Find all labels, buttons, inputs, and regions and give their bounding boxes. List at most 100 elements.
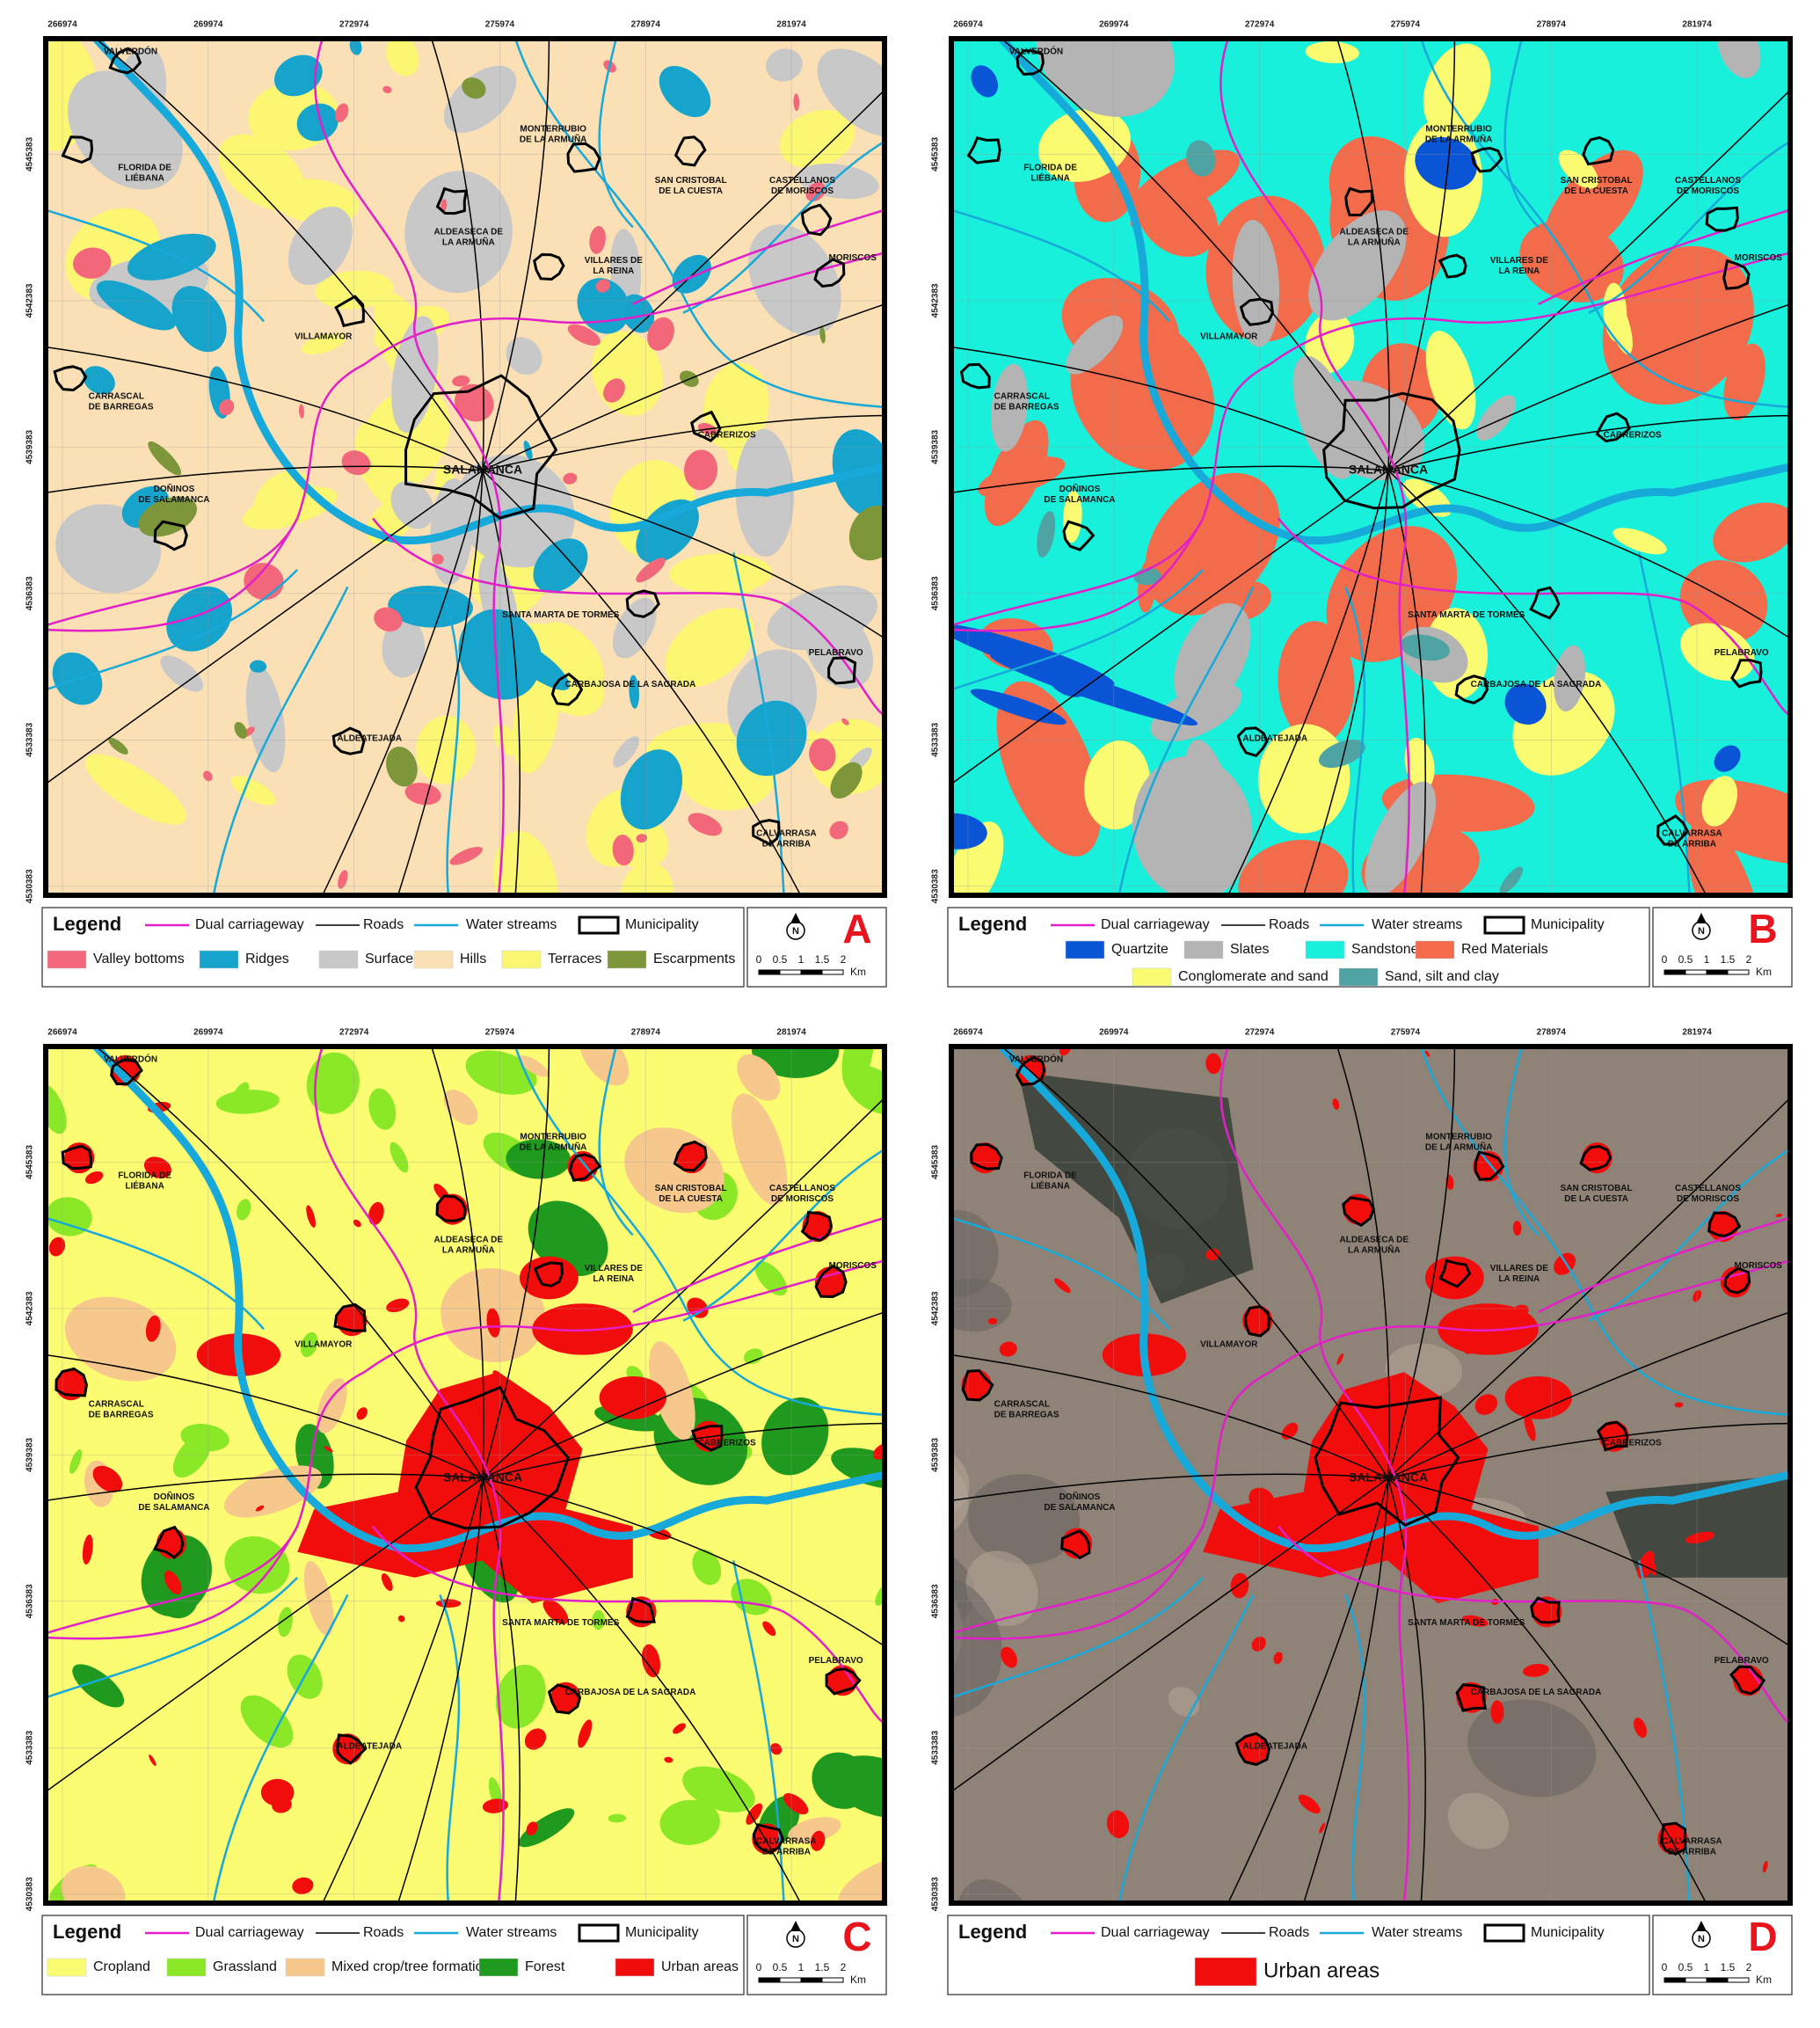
legend-swatch bbox=[285, 1958, 325, 1977]
x-coordinate-label: 269974 bbox=[193, 1028, 223, 1038]
satellite-texture bbox=[1467, 1699, 1597, 1798]
north-label: N bbox=[792, 926, 799, 937]
x-coordinate-label: 266974 bbox=[47, 1028, 77, 1038]
land-class-area bbox=[1490, 1700, 1504, 1725]
road bbox=[1388, 1424, 1790, 1478]
dark-crop-area bbox=[1605, 1475, 1790, 1578]
place-label: ALDEASECA DE bbox=[434, 228, 504, 237]
land-class-area bbox=[1424, 1050, 1431, 1057]
water-stream bbox=[1421, 1047, 1790, 1415]
road bbox=[1388, 471, 1790, 638]
land-class-area bbox=[73, 247, 112, 279]
legend-box bbox=[41, 907, 745, 988]
land-class-area bbox=[737, 1054, 781, 1101]
land-class-area bbox=[809, 719, 885, 794]
municipality-boundary bbox=[1064, 522, 1093, 550]
satellite-texture bbox=[951, 1209, 999, 1297]
land-class-area bbox=[317, 1378, 347, 1433]
legend-box bbox=[947, 1915, 1650, 1995]
land-class-area bbox=[523, 440, 533, 461]
legend-label: Roads bbox=[363, 917, 404, 932]
legend-label: Water streams bbox=[1372, 1925, 1462, 1940]
x-coordinate-label: 275974 bbox=[485, 1028, 515, 1038]
land-class-area bbox=[506, 1139, 571, 1179]
land-class-area bbox=[665, 608, 754, 688]
road bbox=[323, 1478, 483, 1903]
municipality-boundary bbox=[535, 254, 564, 279]
road bbox=[46, 466, 483, 492]
municipality-boundary bbox=[1346, 188, 1372, 215]
municipality-boundary bbox=[550, 1685, 580, 1713]
x-coordinate-label: 272974 bbox=[339, 1028, 369, 1038]
legend-label: Sand, silt and clay bbox=[1385, 969, 1499, 984]
municipality-boundary bbox=[335, 1304, 365, 1331]
municipality-boundary bbox=[1236, 1733, 1269, 1764]
road bbox=[432, 1047, 484, 1478]
legend-label: Slates bbox=[1230, 942, 1269, 957]
land-class-area bbox=[465, 1050, 537, 1095]
land-class-area bbox=[1701, 776, 1738, 827]
land-class-area bbox=[683, 449, 718, 491]
dual-carriageway bbox=[315, 39, 503, 895]
land-class-area bbox=[805, 182, 826, 202]
legend-label: Conglomerate and sand bbox=[1178, 969, 1329, 984]
water-stream bbox=[46, 1578, 297, 1697]
land-class-area bbox=[1476, 395, 1517, 441]
land-class-area bbox=[1084, 740, 1151, 830]
road bbox=[1388, 1098, 1790, 1477]
land-class-area bbox=[462, 77, 486, 99]
map-frame bbox=[949, 36, 1793, 898]
water-stream bbox=[1119, 1594, 1254, 1903]
scale-tick-label: 2 bbox=[841, 1961, 847, 1973]
legend-label: Urban areas bbox=[661, 1959, 739, 1974]
land-class-area bbox=[232, 1082, 250, 1104]
land-class-area bbox=[296, 103, 339, 142]
scale-segment bbox=[1685, 1977, 1707, 1983]
water-stream bbox=[951, 570, 1203, 689]
municipality-boundary bbox=[1475, 1152, 1503, 1179]
place-label: DE SALAMANCA bbox=[1044, 1503, 1115, 1513]
road bbox=[1388, 471, 1425, 895]
land-class-area bbox=[382, 85, 392, 94]
land-class-area bbox=[669, 553, 773, 595]
place-label: MONTERRUBIO bbox=[520, 125, 586, 135]
road bbox=[483, 471, 885, 638]
urban-area bbox=[599, 1375, 666, 1419]
land-class-area bbox=[245, 665, 286, 773]
legend-swatch bbox=[199, 950, 239, 969]
municipality-boundary bbox=[693, 1426, 722, 1450]
municipality-boundary bbox=[535, 1263, 563, 1286]
y-coordinate-label: 4539383 bbox=[931, 429, 941, 463]
land-class-area bbox=[659, 65, 711, 118]
land-class-area bbox=[1523, 1663, 1549, 1677]
legend-swatch bbox=[1415, 940, 1455, 959]
place-label: DE BARREGAS bbox=[994, 1411, 1059, 1420]
land-class-area bbox=[770, 1743, 783, 1755]
road bbox=[483, 90, 885, 470]
place-label: LA REINA bbox=[1498, 266, 1540, 276]
scale-unit: Km bbox=[850, 1973, 866, 1986]
water-stream bbox=[214, 587, 348, 895]
municipality-boundary bbox=[1661, 1823, 1685, 1854]
legend-label: Quartzite bbox=[1111, 942, 1168, 957]
land-class-area bbox=[595, 279, 610, 293]
municipality-boundary bbox=[333, 728, 364, 754]
municipality-boundary bbox=[962, 364, 990, 387]
place-label: DE LA ARMUÑA bbox=[520, 1142, 586, 1153]
road bbox=[1337, 39, 1389, 471]
land-class-area bbox=[636, 499, 699, 564]
land-class-area bbox=[48, 1236, 66, 1257]
dual-carriageway bbox=[951, 518, 1203, 631]
legend-label: Hills bbox=[460, 952, 486, 967]
road bbox=[483, 471, 520, 895]
land-class-area bbox=[746, 1803, 763, 1825]
north-label: N bbox=[1698, 1934, 1705, 1944]
land-class-area bbox=[368, 1088, 397, 1130]
road bbox=[483, 1424, 885, 1478]
road bbox=[46, 471, 483, 784]
place-label: LIÉBANA bbox=[125, 172, 164, 184]
land-class-area bbox=[1713, 502, 1790, 563]
land-class-area bbox=[748, 224, 841, 336]
place-label: PELABRAVO bbox=[1714, 1656, 1769, 1666]
land-class-area bbox=[1512, 1221, 1522, 1236]
